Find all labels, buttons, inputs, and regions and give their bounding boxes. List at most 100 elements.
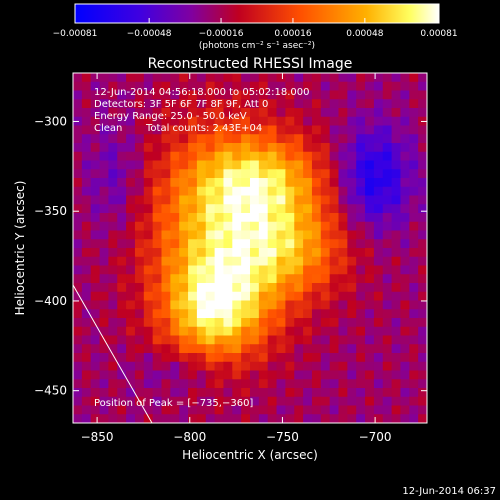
heatmap-cell <box>126 134 136 144</box>
heatmap-cell <box>188 291 198 301</box>
heatmap-cell <box>205 169 216 179</box>
heatmap-cell <box>205 81 216 91</box>
heatmap-cell <box>196 204 207 214</box>
heatmap-cell <box>161 186 171 196</box>
heatmap-cell <box>232 81 242 91</box>
colorbar-tick-label: −0.00048 <box>127 29 172 39</box>
heatmap-cell <box>223 405 233 415</box>
heatmap-cell <box>99 81 109 91</box>
heatmap-cell <box>338 248 348 258</box>
heatmap-cell <box>409 221 419 231</box>
heatmap-cell <box>267 370 278 380</box>
heatmap-cell <box>232 143 242 153</box>
heatmap-cell <box>73 256 83 266</box>
heatmap-cell <box>311 169 322 179</box>
heatmap-cell <box>250 300 260 310</box>
heatmap-cell <box>303 178 313 188</box>
heatmap-cell <box>81 125 92 135</box>
heatmap-cell <box>223 90 233 100</box>
heatmap-cell <box>232 151 242 161</box>
heatmap-cell <box>134 108 145 118</box>
heatmap-cell <box>214 318 224 328</box>
heatmap-cell <box>400 221 410 231</box>
heatmap-cell <box>250 186 260 196</box>
heatmap-cell <box>223 248 233 258</box>
heatmap-cell <box>188 344 198 354</box>
heatmap-cell <box>365 213 375 223</box>
heatmap-cell <box>347 396 357 406</box>
heatmap-cell <box>152 353 162 363</box>
heatmap-cell <box>99 186 109 196</box>
heatmap-cell <box>276 195 286 205</box>
heatmap-cell <box>188 116 198 126</box>
heatmap-cell <box>320 309 331 319</box>
heatmap-cell <box>276 396 286 406</box>
heatmap-cell <box>152 178 162 188</box>
heatmap-cell <box>170 116 180 126</box>
heatmap-cell <box>126 414 136 423</box>
heatmap-cell <box>170 125 180 135</box>
heatmap-cell <box>373 213 384 223</box>
heatmap-cell <box>418 256 427 266</box>
heatmap-cell <box>382 300 393 310</box>
heatmap-cell <box>143 195 154 205</box>
heatmap-cell <box>90 309 101 319</box>
heatmap-cell <box>276 344 286 354</box>
heatmap-cell <box>196 291 207 301</box>
heatmap-cell <box>418 239 427 249</box>
heatmap-cell <box>285 361 295 371</box>
y-tick-label: −350 <box>34 204 67 218</box>
heatmap-cell <box>373 414 384 423</box>
heatmap-cell <box>196 396 207 406</box>
heatmap-cell <box>258 160 269 170</box>
heatmap-cell <box>382 353 393 363</box>
heatmap-cell <box>196 169 207 179</box>
heatmap-cell <box>241 379 251 389</box>
heatmap-cell <box>250 73 260 83</box>
heatmap-cell <box>329 116 339 126</box>
heatmap-cell <box>267 353 278 363</box>
heatmap-cell <box>365 195 375 205</box>
heatmap-cell <box>81 256 92 266</box>
heatmap-cell <box>382 405 393 415</box>
heatmap-cell <box>90 134 101 144</box>
heatmap-cell <box>329 169 339 179</box>
heatmap-cell <box>258 300 269 310</box>
heatmap-cell <box>126 274 136 284</box>
heatmap-cell <box>382 73 393 83</box>
heatmap-cell <box>409 125 419 135</box>
heatmap-cell <box>400 169 410 179</box>
heatmap-cell <box>303 90 313 100</box>
heatmap-cell <box>196 81 207 91</box>
heatmap-cell <box>99 90 109 100</box>
heatmap-cell <box>267 134 278 144</box>
heatmap-cell <box>99 318 109 328</box>
heatmap-cell <box>356 160 366 170</box>
heatmap-cell <box>170 344 180 354</box>
heatmap-cell <box>170 274 180 284</box>
heatmap-cell <box>391 221 401 231</box>
heatmap-cell <box>117 379 127 389</box>
y-tick-label: −400 <box>34 294 67 308</box>
heatmap-image <box>73 73 427 423</box>
heatmap-cell <box>311 134 322 144</box>
heatmap-cell <box>347 125 357 135</box>
heatmap-cell <box>99 370 109 380</box>
heatmap-cell <box>117 73 127 83</box>
heatmap-cell <box>90 388 101 398</box>
heatmap-cell <box>152 125 162 135</box>
heatmap-cell <box>409 116 419 126</box>
heatmap-cell <box>161 396 171 406</box>
heatmap-cell <box>179 379 189 389</box>
heatmap-cell <box>143 361 154 371</box>
heatmap-cell <box>161 361 171 371</box>
heatmap-cell <box>373 405 384 415</box>
heatmap-cell <box>347 265 357 275</box>
heatmap-cell <box>205 379 216 389</box>
heatmap-cell <box>188 108 198 118</box>
heatmap-cell <box>258 361 269 371</box>
heatmap-cell <box>303 134 313 144</box>
heatmap-cell <box>188 90 198 100</box>
heatmap-cell <box>196 90 207 100</box>
heatmap-cell <box>373 143 384 153</box>
